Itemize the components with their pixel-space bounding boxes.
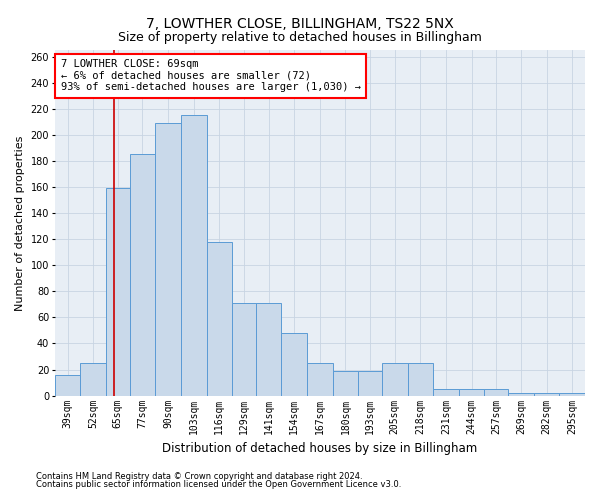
Text: Size of property relative to detached houses in Billingham: Size of property relative to detached ho… (118, 31, 482, 44)
Bar (459, 389, 484, 396)
Text: Contains HM Land Registry data © Crown copyright and database right 2024.: Contains HM Land Registry data © Crown c… (36, 472, 362, 481)
Text: 7 LOWTHER CLOSE: 69sqm
← 6% of detached houses are smaller (72)
93% of semi-deta: 7 LOWTHER CLOSE: 69sqm ← 6% of detached … (61, 59, 361, 92)
Bar (358, 371, 382, 396)
Bar (559, 393, 585, 396)
Bar (232, 303, 256, 396)
Bar (181, 115, 206, 396)
Bar (80, 363, 106, 396)
Bar (155, 123, 181, 396)
Bar (206, 242, 232, 396)
Text: Contains public sector information licensed under the Open Government Licence v3: Contains public sector information licen… (36, 480, 401, 489)
Bar (508, 393, 534, 396)
Bar (407, 363, 433, 396)
Y-axis label: Number of detached properties: Number of detached properties (15, 135, 25, 310)
Bar (484, 389, 508, 396)
X-axis label: Distribution of detached houses by size in Billingham: Distribution of detached houses by size … (162, 442, 478, 455)
Bar (307, 363, 332, 396)
Bar (332, 371, 358, 396)
Bar (130, 154, 155, 396)
Bar (55, 375, 80, 396)
Bar (106, 188, 130, 396)
Bar (281, 333, 307, 396)
Bar (256, 303, 281, 396)
Bar (382, 363, 407, 396)
Bar (433, 389, 459, 396)
Bar (534, 393, 559, 396)
Text: 7, LOWTHER CLOSE, BILLINGHAM, TS22 5NX: 7, LOWTHER CLOSE, BILLINGHAM, TS22 5NX (146, 18, 454, 32)
